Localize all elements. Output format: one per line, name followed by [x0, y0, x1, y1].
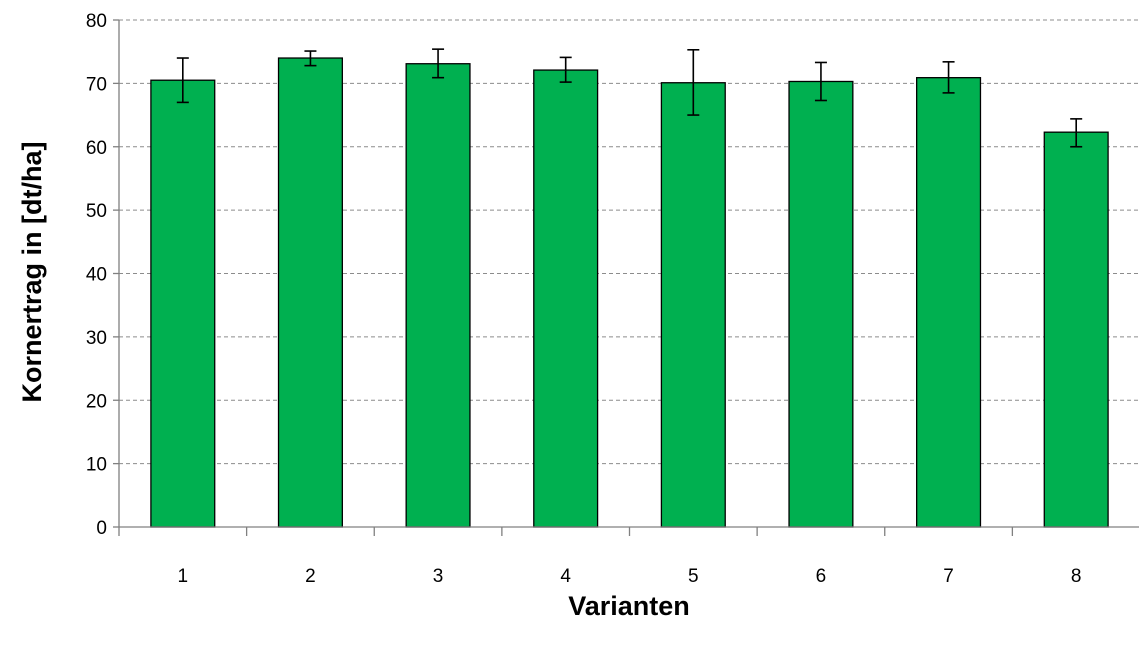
y-tick-label: 70 — [86, 74, 107, 95]
bar-5 — [660, 82, 726, 528]
y-tick-label: 30 — [86, 328, 107, 349]
axes — [113, 19, 1139, 536]
x-tick-label: 2 — [305, 566, 316, 587]
error-bar-1 — [176, 57, 189, 104]
x-tick-label: 7 — [943, 566, 954, 587]
x-tick-label: 3 — [433, 566, 444, 587]
y-axis-title: Kornertrag in [dt/ha] — [17, 142, 47, 403]
y-tick-label: 40 — [86, 265, 107, 286]
gridlines — [119, 19, 1139, 465]
bar-4 — [533, 69, 599, 528]
bar-8 — [1043, 131, 1109, 528]
error-bars — [176, 48, 1083, 148]
error-bar-8 — [1070, 118, 1083, 148]
bar-1 — [150, 79, 216, 528]
y-tick-label: 50 — [86, 201, 107, 222]
x-tick-label: 6 — [816, 566, 827, 587]
x-axis-title: Varianten — [568, 591, 690, 621]
x-tick-label: 1 — [178, 566, 189, 587]
bar-7 — [916, 77, 982, 528]
error-bar-3 — [432, 48, 445, 79]
x-tick-label: 8 — [1071, 566, 1082, 587]
x-tick-labels: 1 2 3 4 5 6 7 8 — [178, 566, 1082, 587]
error-bar-5 — [687, 48, 700, 116]
bar-6 — [788, 80, 854, 528]
error-bar-7 — [942, 61, 955, 94]
bars — [150, 57, 1109, 528]
x-tick-label: 5 — [688, 566, 699, 587]
y-tick-labels: 0 10 20 30 40 50 60 70 80 — [86, 11, 107, 539]
bar-3 — [405, 63, 471, 528]
y-tick-label: 0 — [96, 518, 107, 539]
error-bar-6 — [814, 61, 827, 102]
y-tick-label: 10 — [86, 455, 107, 476]
y-tick-label: 60 — [86, 138, 107, 159]
error-bar-4 — [559, 56, 572, 83]
x-tick-label: 4 — [560, 566, 571, 587]
error-bar-2 — [304, 50, 317, 67]
bar-2 — [277, 57, 343, 528]
y-tick-label: 80 — [86, 11, 107, 32]
y-tick-label: 20 — [86, 391, 107, 412]
